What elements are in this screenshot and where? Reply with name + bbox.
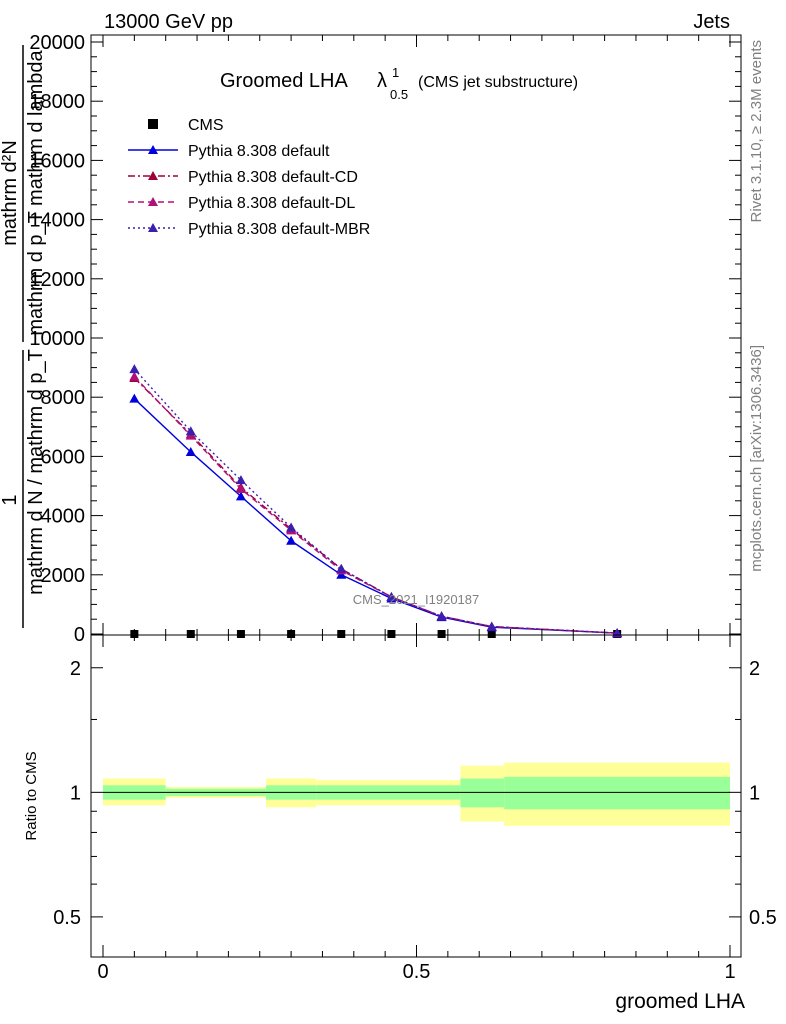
ratio-tick-label-left: 2 [70, 658, 81, 680]
legend-item: Pythia 8.308 default-DL [128, 195, 355, 212]
chart-title: Groomed LHA λ 1 0.5 (CMS jet substructur… [220, 65, 578, 102]
ratio-tick-label-right: 0.5 [749, 907, 777, 929]
series-point [336, 563, 347, 573]
series-point [436, 611, 447, 621]
series-point [235, 483, 246, 493]
series-point [129, 364, 140, 374]
data-point [236, 630, 245, 638]
y-tick-label: 12000 [29, 269, 85, 291]
legend-marker [148, 197, 158, 206]
legend-marker [148, 171, 158, 180]
legend-label: CMS [188, 117, 224, 134]
legend-marker [148, 119, 158, 129]
main-ylabel: 1 mathrm d N / mathrm d p_T mathrm d²N m… [0, 45, 47, 628]
title-superscript: 1 [392, 65, 399, 80]
series-0 [130, 630, 622, 638]
main-plot-panel: 0 2000 4000 6000 8000 10000 12000 14000 16000 180… [29, 32, 742, 646]
y-tick-label: 16000 [29, 150, 85, 172]
y-tick-label: 18000 [29, 91, 85, 113]
data-point [437, 630, 446, 638]
ratio-axis-ticks: 0.5 0.5 1 1 2 2 [53, 658, 777, 929]
legend-label: Pythia 8.308 default-MBR [188, 221, 370, 238]
title-subscript: 0.5 [390, 87, 408, 102]
legend-item: Pythia 8.308 default-MBR [128, 221, 370, 238]
y-tick-label: 10000 [29, 328, 85, 350]
legend-item: Pythia 8.308 default-CD [128, 169, 358, 186]
title-main: Groomed LHA [220, 70, 348, 92]
series-point [235, 475, 246, 485]
x-tick-label: 1 [724, 961, 735, 983]
ylabel-numerator: mathrm d²N [0, 140, 21, 246]
y-tick-label: 20000 [29, 32, 85, 54]
data-point [337, 630, 346, 638]
x-tick-label: 0 [97, 961, 108, 983]
data-point [387, 630, 396, 638]
ratio-plot-panel: 0.5 0.5 1 1 2 2 Ratio to CMS [23, 634, 777, 958]
ratio-bands [103, 762, 730, 826]
y-tick-label: 4000 [41, 506, 86, 528]
series-point [129, 393, 140, 403]
y-tick-label: 0 [74, 624, 85, 646]
ylabel-prefix-denominator: mathrm d N / mathrm d p_T [25, 349, 47, 595]
x-axis-label: groomed LHA [615, 990, 745, 1013]
mcplots-label: mcplots.cern.ch [arXiv:1306.3436] [748, 345, 765, 572]
legend-label: Pythia 8.308 default [188, 143, 330, 160]
series-4 [129, 364, 623, 638]
series-point [129, 371, 140, 381]
ratio-band-inner [460, 778, 505, 808]
ratio-tick-label-left: 0.5 [53, 907, 81, 929]
series-point [286, 522, 297, 532]
data-point [186, 630, 195, 638]
ratio-tick-label-right: 2 [749, 658, 760, 680]
y-tick-label: 6000 [41, 446, 86, 468]
legend: CMS Pythia 8.308 default Pythia 8.308 defa… [128, 117, 370, 238]
ratio-tick-label-right: 1 [749, 782, 760, 804]
data-point [487, 630, 496, 638]
y-tick-label: 8000 [41, 387, 86, 409]
ylabel-prefix-numerator: 1 [0, 494, 21, 505]
legend-item: CMS [148, 117, 224, 134]
ratio-band-inner [504, 776, 730, 810]
energy-label: 13000 GeV pp [104, 11, 233, 33]
y-tick-label: 14000 [29, 210, 85, 232]
x-axis-ticks: 0 0.5 1 [97, 35, 736, 983]
rivet-version-label: Rivet 3.1.10, ≥ 2.3M events [748, 40, 765, 223]
ratio-ylabel: Ratio to CMS [23, 751, 40, 840]
title-lambda: λ [377, 70, 387, 92]
x-tick-label: 0.5 [403, 961, 431, 983]
series-point [185, 446, 196, 456]
main-axis-ticks: 0 2000 4000 6000 8000 10000 12000 14000 16000 180… [29, 32, 741, 646]
process-label: Jets [693, 11, 730, 33]
legend-marker [148, 145, 158, 154]
legend-item: Pythia 8.308 default [128, 143, 330, 160]
series-point [286, 535, 297, 545]
legend-marker [148, 223, 158, 232]
legend-label: Pythia 8.308 default-CD [188, 169, 358, 186]
series-point [235, 491, 246, 501]
ratio-tick-label-left: 1 [70, 782, 81, 804]
title-parenthetical: (CMS jet substructure) [418, 74, 578, 91]
ylabel-denominator: mathrm d p_T mathrm d lambda [25, 49, 47, 335]
series-point [185, 426, 196, 436]
series-point [386, 592, 397, 601]
legend-label: Pythia 8.308 default-DL [188, 195, 355, 212]
y-tick-label: 2000 [41, 565, 86, 587]
series-point [486, 621, 497, 631]
analysis-watermark: CMS_2021_I1920187 [353, 592, 480, 607]
